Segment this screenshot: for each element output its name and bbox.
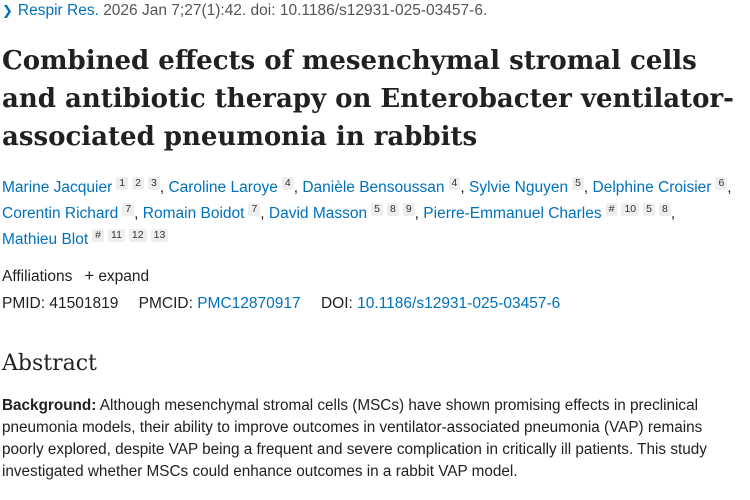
article-title: Combined effects of mesenchymal stromal … bbox=[2, 46, 734, 152]
author-name-link[interactable]: Caroline Laroye bbox=[168, 179, 278, 196]
affiliation-number-button[interactable]: 7 bbox=[122, 203, 135, 216]
affiliation-number-button[interactable]: # bbox=[605, 203, 618, 216]
author-name-link[interactable]: Marine Jacquier bbox=[2, 179, 113, 196]
author-item: Danièle Bensoussan 4, bbox=[302, 177, 465, 196]
author-separator: , bbox=[159, 179, 165, 196]
author-name-link[interactable]: Delphine Croisier bbox=[592, 179, 712, 196]
affiliation-number-button[interactable]: 8 bbox=[658, 203, 671, 216]
affiliation-number-button[interactable]: 4 bbox=[448, 177, 461, 190]
author-name-link[interactable]: Corentin Richard bbox=[2, 205, 119, 222]
author-item: David Masson 5 8 9, bbox=[268, 203, 419, 222]
affiliation-number-button[interactable]: 3 bbox=[147, 177, 160, 190]
doi-label: DOI: bbox=[320, 295, 353, 312]
author-name-link[interactable]: Romain Boidot bbox=[142, 205, 245, 222]
affiliation-number-button[interactable]: 7 bbox=[248, 203, 261, 216]
affiliation-number-button[interactable]: 5 bbox=[371, 203, 383, 216]
plus-icon[interactable]: + bbox=[84, 266, 95, 285]
author-item: Pierre-Emmanuel Charles #10 5 8, bbox=[423, 203, 676, 222]
author-item: Caroline Laroye 4, bbox=[168, 177, 299, 196]
affiliation-number-button[interactable]: 4 bbox=[281, 177, 294, 190]
author-item: Corentin Richard 7, bbox=[2, 203, 139, 222]
affiliation-number-button[interactable]: 5 bbox=[643, 203, 655, 216]
journal-link[interactable]: Respir Res. bbox=[17, 2, 99, 19]
citation-line: ❯ Respir Res. 2026 Jan 7;27(1):42. doi: 1… bbox=[2, 2, 487, 20]
abstract-heading: Abstract bbox=[2, 351, 97, 376]
author-list: Marine Jacquier 1 2 3, Caroline Laroye 4, Da… bbox=[2, 175, 742, 253]
affiliation-number-button[interactable]: 13 bbox=[150, 229, 169, 242]
author-name-link[interactable]: David Masson bbox=[268, 205, 368, 222]
author-item: Delphine Croisier 6, bbox=[592, 177, 732, 196]
affiliation-number-button[interactable]: # bbox=[92, 229, 105, 242]
author-separator: , bbox=[293, 179, 299, 196]
affiliations-expand-button[interactable]: expand bbox=[98, 268, 150, 285]
background-text: Although mesenchymal stromal cells (MSCs… bbox=[2, 397, 707, 480]
author-separator: , bbox=[260, 205, 265, 222]
author-item: Marine Jacquier 1 2 3, bbox=[2, 177, 165, 196]
doi-link[interactable]: 10.1186/s12931-025-03457-6 bbox=[357, 295, 561, 312]
affiliation-number-button[interactable]: 12 bbox=[128, 229, 147, 242]
affiliation-number-button[interactable]: 2 bbox=[132, 177, 144, 190]
author-name-link[interactable]: Mathieu Blot bbox=[2, 231, 89, 248]
author-separator: , bbox=[414, 205, 419, 222]
author-separator: , bbox=[670, 205, 676, 222]
identifiers-row: PMID: 41501819 PMCID: PMC12870917 DOI: 1… bbox=[2, 295, 560, 313]
affiliation-number-button[interactable]: 9 bbox=[402, 203, 415, 216]
author-item: Mathieu Blot #11 12 13 bbox=[2, 229, 169, 248]
affiliations-label: Affiliations bbox=[2, 268, 73, 285]
abstract-background: Background: Although mesenchymal stromal… bbox=[2, 395, 744, 483]
author-name-link[interactable]: Danièle Bensoussan bbox=[302, 179, 445, 196]
author-item: Sylvie Nguyen 5, bbox=[469, 177, 589, 196]
affiliation-number-button[interactable]: 11 bbox=[108, 229, 125, 242]
background-label: Background: bbox=[2, 397, 97, 414]
author-name-link[interactable]: Sylvie Nguyen bbox=[469, 179, 569, 196]
author-separator: , bbox=[727, 179, 732, 196]
chevron-right-icon[interactable]: ❯ bbox=[2, 3, 13, 18]
affiliation-number-button[interactable]: 8 bbox=[386, 203, 399, 216]
author-separator: , bbox=[460, 179, 465, 196]
pmcid-label: PMCID: bbox=[138, 295, 193, 312]
author-item: Romain Boidot 7, bbox=[142, 203, 265, 222]
affiliation-number-button[interactable]: 5 bbox=[572, 177, 584, 190]
affiliations-row: Affiliations + expand bbox=[2, 266, 149, 286]
pmid-value: 41501819 bbox=[49, 295, 119, 312]
pmid-label: PMID: bbox=[2, 295, 46, 312]
pmcid-link[interactable]: PMC12870917 bbox=[197, 295, 301, 312]
affiliation-number-button[interactable]: 10 bbox=[621, 203, 640, 216]
citation-details: 2026 Jan 7;27(1):42. doi: 10.1186/s12931… bbox=[103, 2, 488, 19]
author-separator: , bbox=[583, 179, 589, 196]
author-name-link[interactable]: Pierre-Emmanuel Charles bbox=[423, 205, 602, 222]
affiliation-number-button[interactable]: 1 bbox=[116, 177, 129, 190]
author-separator: , bbox=[134, 205, 139, 222]
affiliation-number-button[interactable]: 6 bbox=[715, 177, 728, 190]
